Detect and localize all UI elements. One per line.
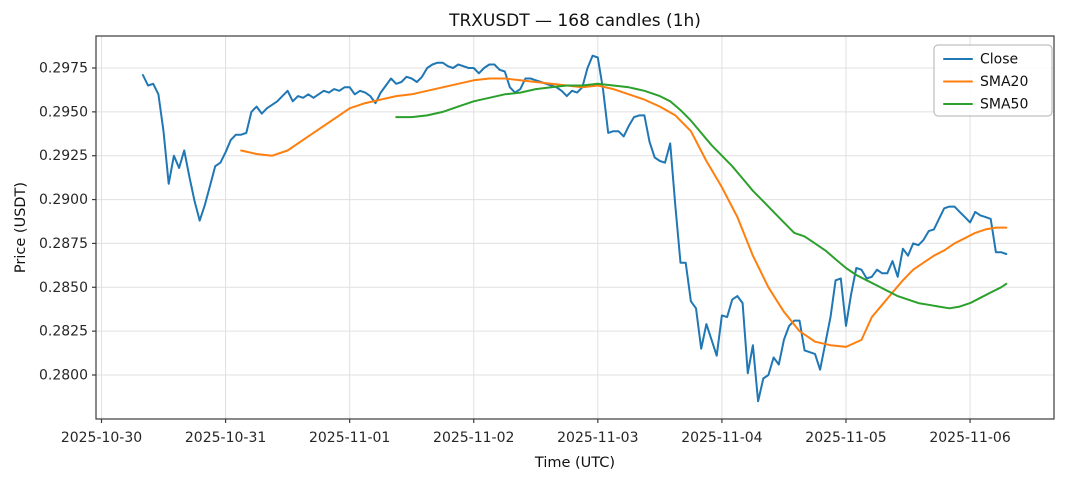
legend: Close SMA20 SMA50 bbox=[933, 44, 1053, 117]
legend-item-sma50: SMA50 bbox=[943, 97, 1028, 113]
x-tick-label: 2025-10-30 bbox=[61, 430, 142, 446]
legend-label: SMA50 bbox=[980, 97, 1028, 113]
x-tick-label: 2025-11-03 bbox=[557, 430, 638, 446]
x-tick-label: 2025-11-05 bbox=[805, 430, 886, 446]
y-tick-label: 0.2850 bbox=[39, 280, 88, 296]
legend-label: Close bbox=[980, 52, 1018, 68]
series-sma50-line bbox=[395, 82, 1008, 310]
y-tick-label: 0.2875 bbox=[39, 236, 88, 252]
y-tick-label: 0.2825 bbox=[39, 324, 88, 340]
legend-item-sma20: SMA20 bbox=[943, 74, 1028, 90]
tick-label-layer: 2025-10-30 2025-10-31 2025-11-01 2025-11-02… bbox=[39, 61, 1011, 447]
tick-layer bbox=[92, 67, 971, 423]
legend-label: SMA20 bbox=[980, 74, 1028, 90]
x-tick-label: 2025-11-02 bbox=[433, 430, 514, 446]
series-sma20-line bbox=[240, 77, 1008, 348]
y-tick-label: 0.2900 bbox=[39, 192, 88, 208]
y-tick-label: 0.2925 bbox=[39, 148, 88, 164]
legend-box bbox=[933, 44, 1053, 117]
x-tick-label: 2025-10-31 bbox=[185, 430, 266, 446]
y-tick-label: 0.2950 bbox=[39, 104, 88, 120]
y-tick-label: 0.2800 bbox=[39, 368, 88, 384]
legend-item-close: Close bbox=[943, 52, 1018, 68]
series-close-line bbox=[141, 54, 1008, 403]
x-tick-label: 2025-11-04 bbox=[681, 430, 762, 446]
x-axis-label: Time (UTC) bbox=[534, 455, 615, 471]
x-tick-label: 2025-11-01 bbox=[309, 430, 390, 446]
y-axis-label: Price (USDT) bbox=[13, 182, 29, 273]
series-layer bbox=[141, 54, 1008, 403]
x-tick-label: 2025-11-06 bbox=[929, 430, 1010, 446]
grid-layer bbox=[96, 36, 1054, 419]
plot-border bbox=[95, 35, 1055, 420]
y-tick-label: 0.2975 bbox=[39, 61, 88, 77]
chart-title: TRXUSDT — 168 candles (1h) bbox=[448, 11, 701, 31]
